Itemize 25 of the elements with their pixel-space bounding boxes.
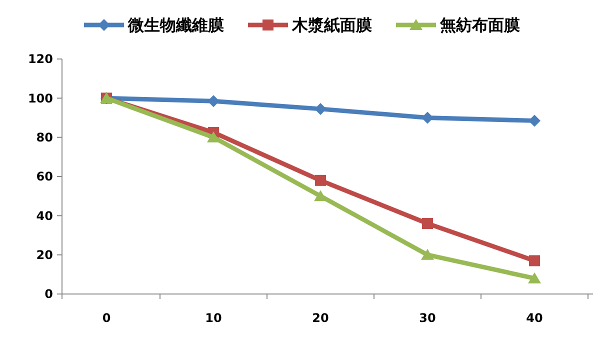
- x-tick-label: 20: [312, 311, 329, 325]
- point: [422, 218, 433, 229]
- legend-label: 木漿紙面膜: [291, 16, 372, 35]
- y-tick-label: 0: [44, 287, 53, 302]
- legend-label: 無紡布面膜: [439, 16, 520, 35]
- y-tick-label: 120: [28, 52, 53, 66]
- y-tick-label: 100: [28, 91, 53, 106]
- x-tick-label: 0: [102, 311, 111, 325]
- x-tick-label: 40: [526, 311, 543, 325]
- y-tick-label: 60: [36, 170, 53, 184]
- y-tick-label: 20: [36, 248, 53, 262]
- y-tick-label: 40: [36, 208, 53, 223]
- point: [314, 190, 327, 202]
- x-tick-label: 30: [419, 311, 436, 325]
- point: [421, 248, 434, 260]
- point: [528, 114, 540, 127]
- point: [314, 102, 326, 115]
- point: [315, 174, 326, 186]
- y-tick-label: 80: [36, 130, 53, 145]
- point: [529, 255, 540, 266]
- point: [528, 272, 541, 284]
- point: [207, 131, 220, 142]
- point: [422, 112, 434, 124]
- legend-label: 微生物纖維膜: [127, 16, 224, 35]
- x-tick-label: 10: [205, 311, 222, 325]
